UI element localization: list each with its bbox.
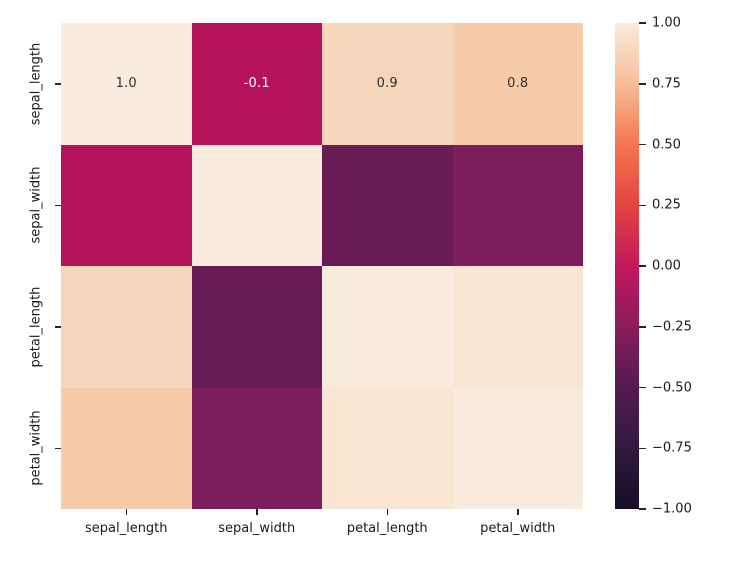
colorbar-tick-label: −0.25: [652, 319, 692, 335]
cell-annotation: 1.0: [115, 76, 137, 92]
x-tick-mark: [386, 509, 388, 515]
heatmap-cell: [191, 266, 322, 388]
y-tick-mark: [55, 83, 61, 85]
colorbar-tick-label: 1.00: [652, 15, 681, 31]
heatmap-cell: [322, 266, 453, 388]
heatmap: 1.0 -0.1 0.9 0.8: [61, 23, 583, 509]
colorbar-tick-label: 0.00: [652, 258, 681, 274]
colorbar-tick-mark: [639, 265, 646, 267]
colorbar-tick-label: 0.75: [652, 76, 681, 92]
colorbar-tick-mark: [639, 22, 646, 24]
x-tick-label: sepal_length: [84, 521, 168, 536]
x-tick-label: petal_length: [346, 521, 428, 536]
colorbar-tick-mark: [639, 386, 646, 389]
heatmap-cell: [452, 144, 583, 266]
heatmap-cell: [452, 387, 583, 509]
heatmap-cell: -0.1: [191, 23, 322, 145]
colorbar-tick-label: −0.50: [652, 380, 692, 395]
heatmap-cell: 1.0: [61, 23, 192, 145]
y-tick-label: petal_length: [28, 286, 44, 368]
heatmap-cell: 0.9: [322, 23, 453, 145]
y-tick-mark: [55, 447, 61, 449]
x-tick-mark: [125, 509, 127, 515]
heatmap-cell: [322, 144, 453, 266]
colorbar-tick-mark: [639, 143, 646, 146]
colorbar-tick-mark: [639, 326, 646, 328]
colorbar-tick-mark: [639, 508, 646, 510]
colorbar-tick-label: 0.25: [652, 197, 681, 213]
colorbar-tick-mark: [639, 83, 646, 85]
colorbar-tick-label: −1.00: [652, 501, 692, 517]
y-tick-label: sepal_length: [28, 42, 44, 126]
cell-annotation: -0.1: [243, 76, 270, 92]
heatmap-cell: [61, 144, 192, 266]
colorbar: [615, 23, 639, 509]
colorbar-tick-label: 0.50: [652, 137, 681, 152]
y-tick-mark: [55, 326, 61, 328]
x-tick-label: petal_width: [480, 521, 556, 536]
x-tick-mark: [517, 509, 519, 515]
heatmap-cell: [452, 266, 583, 388]
heatmap-cell: [61, 387, 192, 509]
y-tick-mark: [55, 204, 61, 206]
colorbar-tick-label: −0.75: [652, 440, 692, 456]
cell-annotation: 0.9: [376, 76, 398, 92]
y-tick-label: sepal_width: [28, 166, 44, 244]
heatmap-cell: [322, 387, 453, 509]
cell-annotation: 0.8: [507, 76, 529, 92]
colorbar-tick-mark: [639, 447, 646, 449]
x-tick-label: sepal_width: [218, 521, 296, 536]
heatmap-cell: [191, 387, 322, 509]
y-tick-label: petal_width: [28, 410, 44, 486]
heatmap-cell: [191, 144, 322, 266]
heatmap-cell: [61, 266, 192, 388]
heatmap-cell: 0.8: [452, 23, 583, 145]
x-tick-mark: [256, 509, 258, 515]
colorbar-tick-mark: [639, 204, 646, 206]
